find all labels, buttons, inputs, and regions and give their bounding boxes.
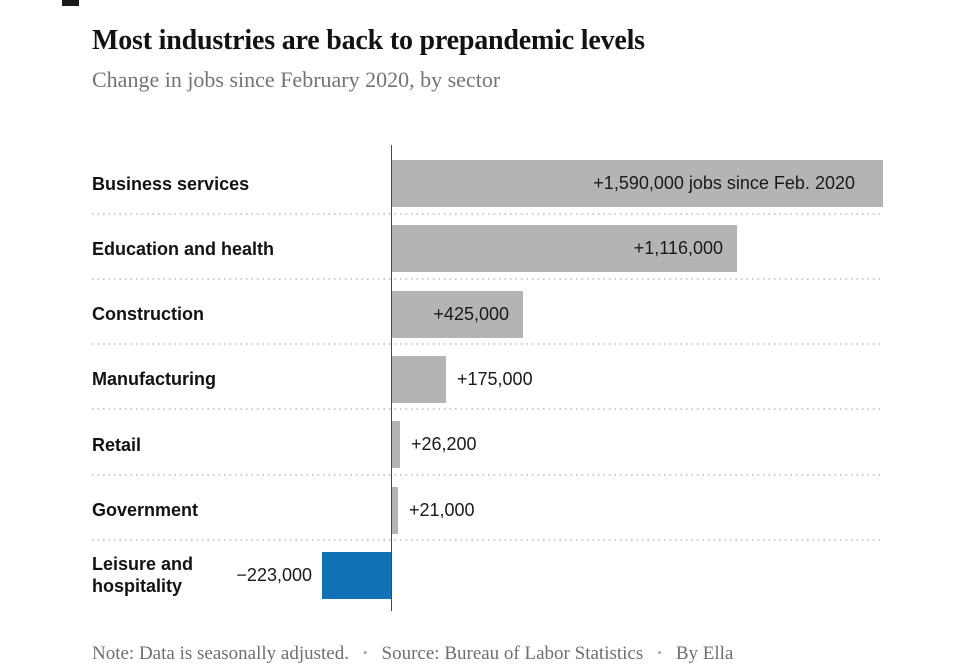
byline-text: By Ella: [675, 643, 734, 664]
category-label: Manufacturing: [92, 369, 216, 390]
bar: [322, 551, 391, 599]
value-label: +425,000: [433, 303, 509, 324]
category-label: Leisure and hospitality: [92, 554, 194, 597]
value-label: +175,000: [457, 368, 533, 389]
chart-subtitle: Change in jobs since February 2020, by s…: [92, 67, 501, 92]
bullet-separator: •: [657, 645, 662, 660]
bar: [392, 486, 398, 534]
chart-footnote: Note: Data is seasonally adjusted. • Sourc…: [92, 640, 912, 667]
cropped-ui-artifact: [62, 0, 79, 6]
value-label: −223,000: [236, 564, 312, 585]
category-label: Education and health: [92, 238, 275, 259]
bullet-separator: •: [362, 645, 368, 660]
bar-chart: Business services +1,590,000 jobs since F…: [0, 145, 960, 611]
note-text: Note: Data is seasonally adjusted.: [92, 643, 349, 664]
value-label: +1,590,000 jobs since Feb. 2020: [593, 173, 855, 193]
category-label: Construction: [92, 304, 204, 325]
value-label: +21,000: [409, 499, 475, 520]
source-text: Source: Bureau of Labor Statistics: [381, 643, 644, 664]
category-label: Business services: [92, 173, 250, 194]
value-label: +1,116,000: [633, 238, 723, 259]
chart-title: Most industries are back to prepandemic …: [92, 25, 645, 56]
row-separator: [92, 539, 884, 541]
zero-axis-line: [391, 145, 392, 611]
category-label: Retail: [92, 434, 142, 455]
row-separator: [92, 473, 884, 476]
value-label: +26,200: [411, 434, 477, 455]
bar: [392, 355, 446, 403]
bar: [392, 421, 400, 469]
bar: [392, 160, 883, 207]
bar: [392, 225, 737, 273]
row-separator: [92, 408, 884, 411]
category-label: Government: [92, 500, 199, 520]
row-separator: [92, 343, 884, 346]
row-separator: [92, 212, 884, 215]
bar: [392, 290, 523, 338]
row-separator: [92, 277, 884, 280]
